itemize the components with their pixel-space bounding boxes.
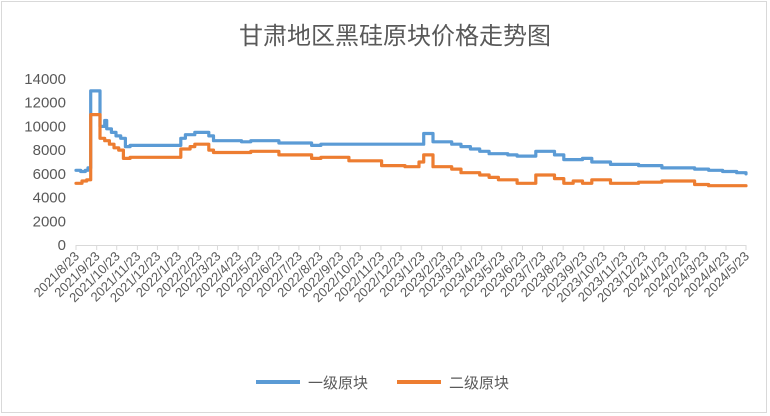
legend: 一级原块 二级原块 [256,374,509,392]
y-tick-label: 14000 [24,71,66,88]
chart-title: 甘肃地区黑硅原块价格走势图 [239,22,551,50]
y-tick-label: 12000 [24,95,66,112]
legend-label-2: 二级原块 [449,374,509,392]
legend-label-1: 一级原块 [308,374,368,392]
y-tick-label: 6000 [33,166,66,183]
y-tick-label: 10000 [24,118,66,135]
y-tick-label: 2000 [33,213,66,230]
series-line-1 [74,89,748,176]
series-line-2 [74,113,748,188]
y-tick-label: 4000 [33,190,66,207]
y-tick-label: 0 [58,237,66,254]
plot-area: 020004000600080001000012000140002021/8/2… [24,71,752,305]
y-tick-label: 8000 [33,142,66,159]
